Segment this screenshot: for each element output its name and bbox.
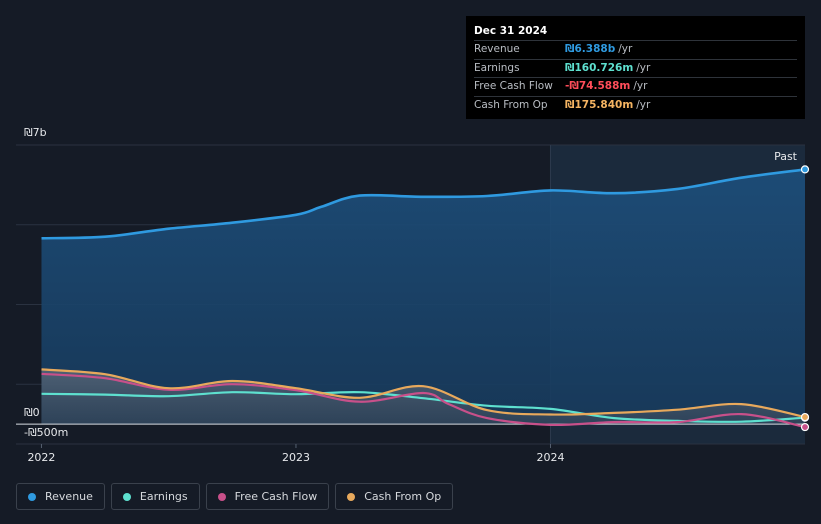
tooltip-value: ₪6.388b <box>565 43 616 55</box>
y-tick-label: ₪0 <box>24 406 40 419</box>
tooltip-row-revenue: Revenue ₪6.388b /yr <box>474 40 797 59</box>
y-tick-label: -₪500m <box>24 426 68 439</box>
legend-item-revenue[interactable]: Revenue <box>16 483 105 510</box>
x-tick-label: 2023 <box>282 451 310 464</box>
chart-legend: Revenue Earnings Free Cash Flow Cash Fro… <box>16 483 454 510</box>
cash-area <box>41 369 806 425</box>
tooltip-value: ₪175.840m <box>565 98 634 111</box>
cash-from-op-line <box>41 368 806 419</box>
tooltip-label: Free Cash Flow <box>474 80 553 92</box>
tooltip-label: Revenue <box>474 43 520 55</box>
revenue-area <box>41 169 806 425</box>
tooltip-unit: /yr <box>633 80 648 92</box>
legend-label: Free Cash Flow <box>234 490 318 503</box>
tooltip-date: Dec 31 2024 <box>474 25 548 37</box>
series-end-point <box>800 412 810 422</box>
tooltip-value: -₪74.588m <box>565 80 631 92</box>
circle-dot-icon <box>217 492 226 501</box>
y-tick-label: ₪7b <box>24 126 47 139</box>
circle-dot-icon <box>28 492 36 501</box>
series-end-point <box>800 165 810 174</box>
x-tick-label: 2024 <box>536 451 564 464</box>
legend-label: Earnings <box>139 490 188 503</box>
free-cash-flow-line <box>41 372 806 429</box>
earnings-line <box>41 390 806 423</box>
legend-item-earnings[interactable]: Earnings <box>110 483 200 510</box>
circle-dot-icon <box>122 492 131 501</box>
tooltip-row-earnings: Earnings ₪160.726m /yr <box>474 58 797 78</box>
legend-label: Revenue <box>45 490 93 503</box>
tooltip-unit: /yr <box>636 61 651 74</box>
tooltip-label: Earnings <box>474 61 520 74</box>
circle-dot-icon <box>347 492 356 501</box>
tooltip-value: ₪160.726m <box>565 61 634 74</box>
x-tick-label: 2022 <box>27 451 55 464</box>
past-label: Past <box>774 150 798 163</box>
legend-item-cash-from-op[interactable]: Cash From Op <box>335 483 454 510</box>
tooltip-unit: /yr <box>618 43 633 55</box>
revenue-line <box>41 168 806 240</box>
legend-item-free-cash-flow[interactable]: Free Cash Flow <box>205 483 330 510</box>
chart-canvas: ₪7b ₪0 -₪500m 2022 2023 2024 Past <box>16 126 810 464</box>
series-end-point <box>800 422 810 432</box>
legend-label: Cash From Op <box>364 490 442 503</box>
tooltip-unit: /yr <box>636 98 651 111</box>
tooltip-row-free-cash-flow: Free Cash Flow -₪74.588m /yr <box>474 77 797 96</box>
tooltip-label: Cash From Op <box>474 98 548 111</box>
chart-tooltip: Dec 31 2024 Revenue ₪6.388b /yr Earnings… <box>466 16 805 119</box>
tooltip-row-cash-from-op: Cash From Op ₪175.840m /yr <box>474 95 797 115</box>
